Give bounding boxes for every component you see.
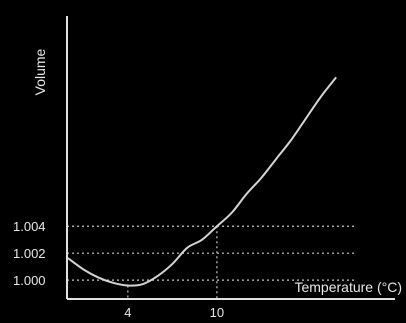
x-tick-labels: 4 10 (124, 305, 224, 320)
y-tick-label: 1.000 (13, 273, 46, 288)
x-axis-title: Temperature (°C) (294, 279, 402, 295)
y-tick-label: 1.004 (13, 219, 46, 234)
guide-lines (67, 225, 356, 299)
volume-curve (67, 76, 337, 287)
y-axis-title: Volume (32, 48, 48, 95)
x-tick-label: 10 (210, 305, 224, 320)
y-tick-label: 1.002 (13, 246, 46, 261)
y-tick-labels: 1.000 1.002 1.004 (13, 219, 46, 288)
x-tick-label: 4 (124, 305, 131, 320)
